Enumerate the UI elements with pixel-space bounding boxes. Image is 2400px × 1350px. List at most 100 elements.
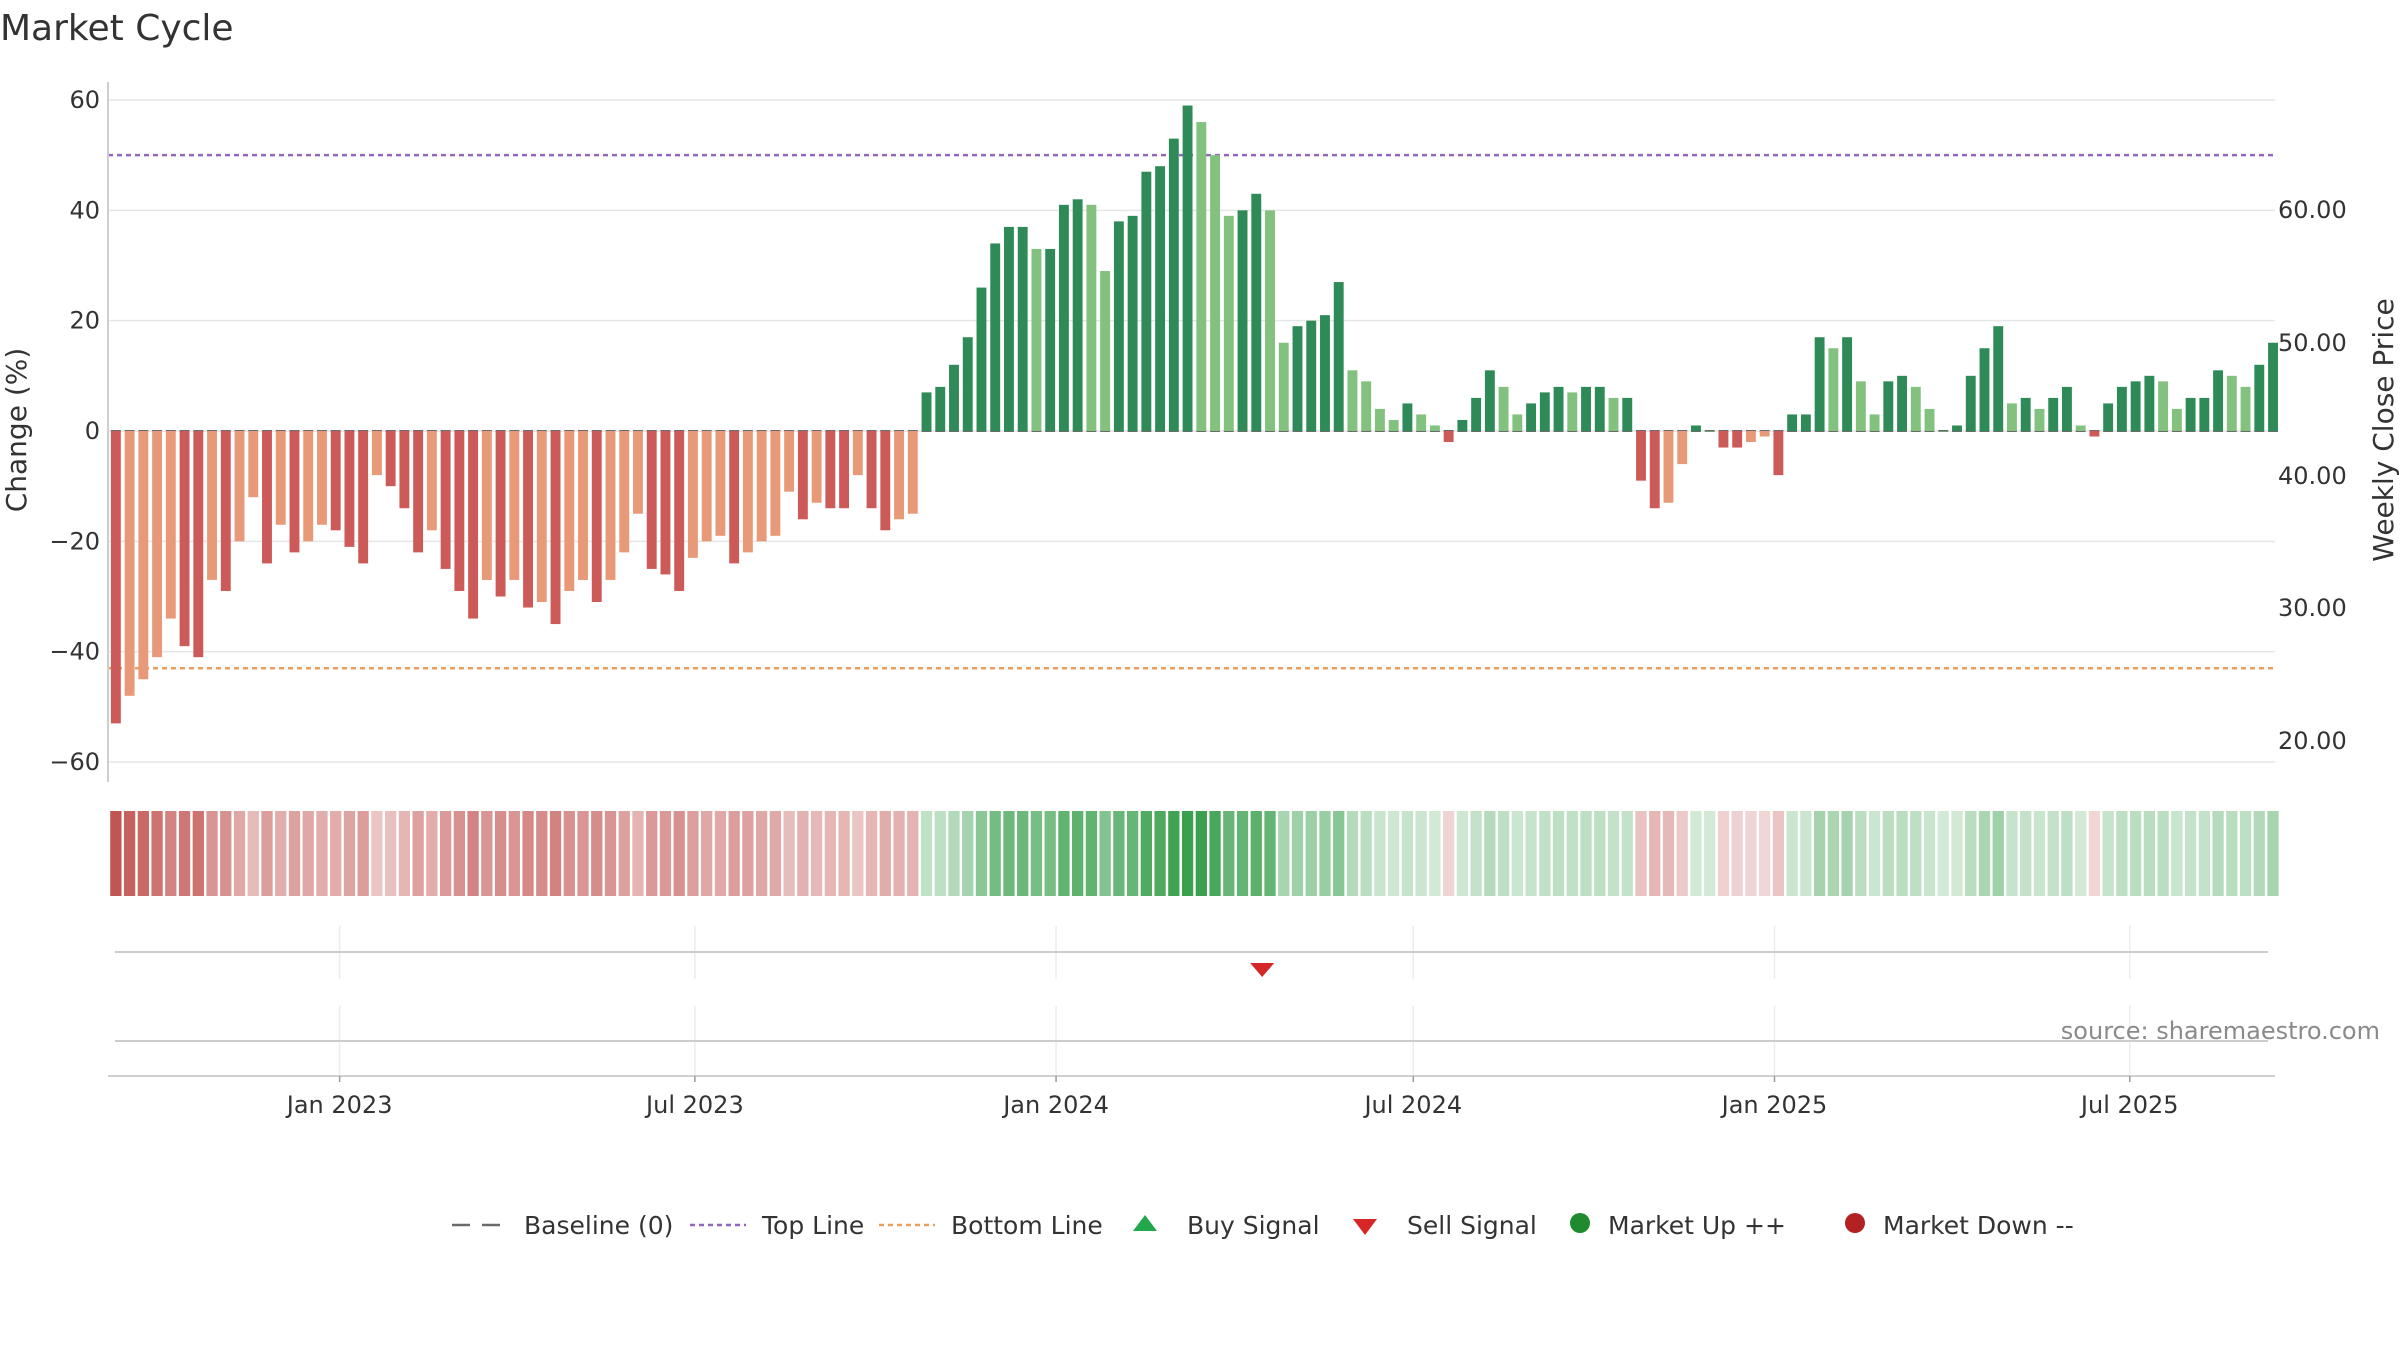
y2-tick-label: 40.00: [2278, 462, 2347, 490]
bar: [1265, 210, 1275, 431]
band-cell: [1580, 811, 1592, 896]
bar: [1278, 342, 1289, 431]
band-cell: [233, 811, 246, 896]
x-tick-label: Jan 2024: [1001, 1091, 1109, 1119]
legend-label: Baseline (0): [524, 1211, 673, 1240]
band-cell: [2061, 811, 2073, 896]
band-cell: [962, 811, 974, 896]
bar: [2226, 375, 2237, 431]
bar: [426, 431, 437, 531]
bar: [1498, 386, 1509, 431]
bar: [1113, 221, 1124, 431]
bar: [1292, 326, 1303, 431]
band-cell: [797, 811, 809, 896]
band-cell: [467, 811, 479, 896]
band-cell: [1786, 811, 1798, 896]
bar: [674, 431, 685, 591]
bar: [880, 431, 891, 531]
bar: [1072, 199, 1083, 431]
legend-item: Market Down --: [1845, 1211, 2074, 1240]
bar: [289, 431, 300, 553]
band-cell: [1017, 811, 1029, 896]
y-tick-label: 20: [69, 307, 100, 335]
band-cell: [165, 811, 177, 896]
band-cell: [1154, 811, 1166, 896]
band-cell: [1759, 811, 1771, 896]
band-cell: [1264, 811, 1276, 896]
band-cell: [2020, 811, 2032, 896]
bar: [633, 431, 643, 514]
bar: [825, 431, 836, 509]
band-cell: [2184, 811, 2197, 896]
bar-series: [110, 105, 2278, 724]
band-cell: [728, 811, 740, 896]
bar: [440, 431, 451, 569]
band-cell: [1346, 811, 1359, 896]
band-cell: [1607, 811, 1620, 896]
axes: 60 40 20 0 −20 −40 −60 60.00 50.00 40.00 30.00 20.0…: [49, 82, 2347, 782]
band-cell: [151, 811, 163, 896]
band-cell: [439, 811, 452, 896]
band-cell: [1896, 811, 1908, 896]
bar: [894, 431, 904, 520]
bar: [1883, 381, 1894, 431]
band-cell: [275, 811, 287, 896]
bar: [1058, 204, 1069, 431]
bar: [317, 431, 327, 525]
band-cell: [879, 811, 891, 896]
bar: [660, 431, 671, 575]
bar: [1979, 348, 1990, 431]
band-cell: [1731, 811, 1743, 896]
bar: [1745, 431, 1756, 443]
band-cell: [110, 811, 122, 896]
bar: [275, 431, 286, 525]
band-cell: [852, 811, 864, 896]
band-cell: [385, 811, 397, 896]
band-cell: [1085, 811, 1098, 896]
band-cell: [934, 811, 946, 896]
band-cell: [1800, 811, 1812, 896]
bar: [1663, 431, 1674, 503]
y-tick-label: −60: [49, 748, 100, 776]
bar: [1361, 381, 1372, 431]
legend-label: Market Down --: [1883, 1211, 2074, 1240]
bar: [1306, 320, 1317, 431]
band-cell: [687, 811, 699, 896]
band-cell: [302, 811, 314, 896]
bar: [495, 431, 506, 597]
band-cell: [1704, 811, 1716, 896]
band-cell: [1539, 811, 1551, 896]
bar: [110, 431, 121, 724]
band-cell: [838, 811, 850, 896]
band-cell: [989, 811, 1001, 896]
band-cell: [618, 811, 630, 896]
bar: [1649, 431, 1660, 509]
bar: [1374, 408, 1385, 431]
band-cell: [1360, 811, 1372, 896]
bar: [646, 431, 657, 569]
bar: [729, 431, 740, 564]
bar: [578, 431, 588, 580]
bar: [2116, 386, 2127, 431]
bar: [1581, 386, 1591, 431]
band-cell: [893, 811, 905, 896]
legend-item: Baseline (0): [452, 1211, 673, 1240]
band-cell: [1621, 811, 1633, 896]
band-cell: [1236, 811, 1249, 896]
band-cell: [2198, 811, 2210, 896]
legend-item: Sell Signal: [1353, 1211, 1537, 1240]
momentum-band: [110, 811, 2279, 896]
band-cell: [591, 811, 603, 896]
band-cell: [865, 811, 878, 896]
bar: [330, 431, 341, 531]
bar: [1100, 271, 1111, 431]
band-cell: [824, 811, 836, 896]
x-tick-label: Jul 2023: [644, 1091, 744, 1119]
bar: [1608, 397, 1619, 431]
band-cell: [1181, 811, 1194, 896]
band-cell: [220, 811, 232, 896]
bar: [399, 431, 410, 509]
band-cell: [1429, 811, 1441, 896]
band-cell: [2102, 811, 2114, 896]
band-cell: [2226, 811, 2238, 896]
